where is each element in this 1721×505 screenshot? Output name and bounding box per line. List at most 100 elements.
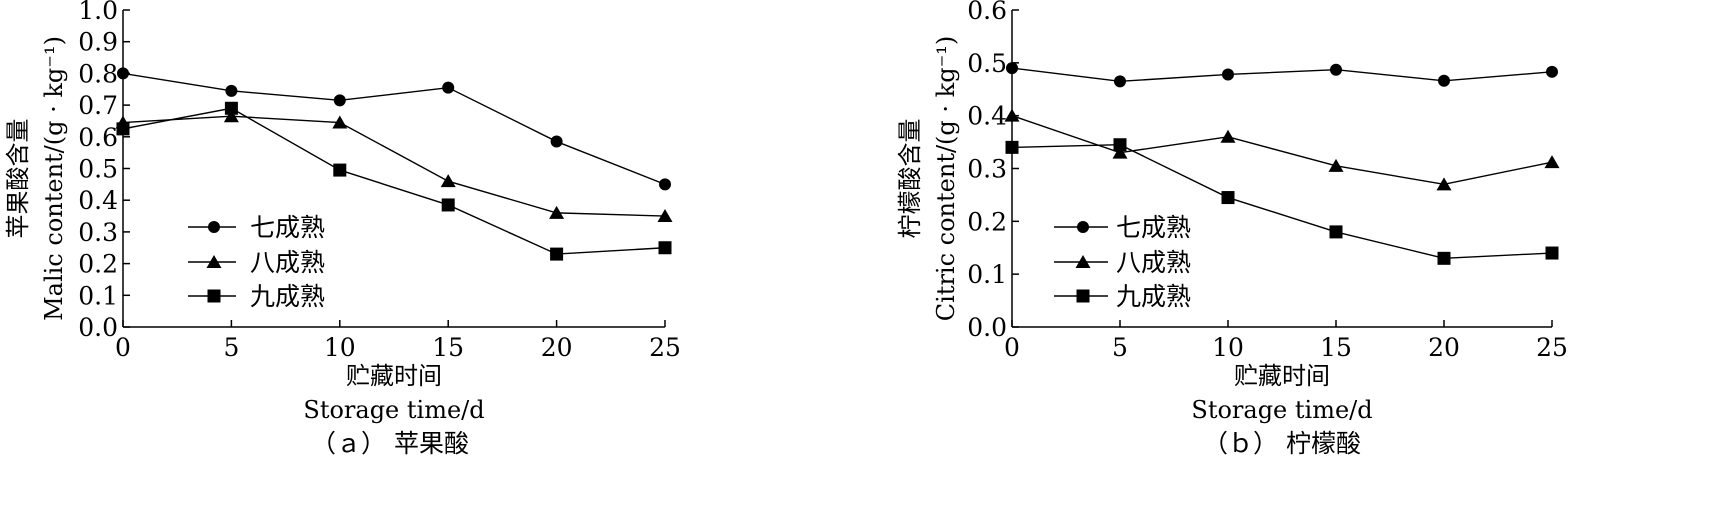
data-point [1546,65,1558,78]
x-tick-label: 25 [1536,333,1568,362]
x-tick-label: 0 [115,333,131,362]
y-tick-label: 0.1 [967,260,1007,289]
y-tick-label: 0.3 [78,218,118,247]
legend-marker [1077,221,1089,233]
legend-entry: 七成熟 [1054,213,1191,242]
y-tick-label: 0.4 [967,102,1007,131]
data-point [1114,75,1126,88]
series-triangle [115,109,673,223]
y-tick-label: 0.6 [78,123,118,152]
data-point [1005,140,1019,154]
y-tick-label: 0.8 [78,59,118,88]
data-point [332,115,348,129]
series-square [116,101,672,261]
series-circle [117,67,671,191]
legend-entry: 八成熟 [1054,248,1191,277]
data-point [1222,68,1234,81]
legend-marker [207,289,221,303]
legend-label: 九成熟 [250,282,325,311]
legend-marker [208,221,220,233]
y-tick-label: 0.1 [78,281,118,310]
x-tick-label: 10 [324,333,356,362]
y-tick-label: 1.0 [78,0,118,25]
data-point [116,122,130,136]
series-line [1011,67,1553,83]
data-point [1544,155,1560,169]
y-axis-title-en: Citric content/(g · kg⁻¹) [932,36,960,321]
x-tick-label: 10 [1212,333,1244,362]
legend-entry: 九成熟 [188,282,325,311]
x-axis-title-cn: 贮藏时间 [1234,362,1330,390]
data-point [550,135,563,148]
data-point [442,81,455,94]
data-point [1221,191,1235,205]
data-point [658,241,672,255]
y-axis-title-cn: 苹果酸含量 [4,119,32,239]
x-tick-label: 15 [432,333,464,362]
legend-label: 八成熟 [1116,248,1191,277]
x-tick-label: 0 [1004,333,1020,362]
y-tick-label: 0.9 [78,28,118,57]
x-axis-title-en: Storage time/d [1191,396,1372,424]
data-point [550,247,564,261]
x-tick-label: 5 [223,333,239,362]
legend-label: 八成熟 [250,248,325,277]
series-triangle [1004,108,1560,191]
data-point [440,174,456,188]
series-circle [1006,62,1558,88]
data-point [1436,177,1452,191]
data-point [1545,246,1559,260]
panel-caption: （ａ） 苹果酸 [311,429,469,458]
x-tick-label: 5 [1112,333,1128,362]
data-point [1330,63,1342,76]
panel-caption: （ｂ） 柠檬酸 [1203,429,1361,458]
data-point [441,198,455,212]
data-point [333,94,346,107]
y-tick-label: 0.0 [78,313,118,342]
data-point [657,209,673,223]
y-tick-label: 0.2 [78,250,118,279]
series-line [1011,144,1553,260]
legend-label: 九成熟 [1116,282,1191,311]
y-axis-title-en: Malic content/(g · kg⁻¹) [40,36,68,321]
data-point [225,84,238,97]
x-tick-label: 20 [541,333,573,362]
data-point [1004,108,1020,122]
legend-marker [1076,289,1090,303]
data-point [1006,62,1018,75]
x-tick-label: 15 [1320,333,1352,362]
data-point [223,109,239,123]
y-tick-label: 0.5 [78,155,118,184]
y-tick-label: 0.3 [967,155,1007,184]
data-point [1112,145,1128,159]
y-tick-label: 0.4 [78,186,118,215]
legend-entry: 八成熟 [188,248,325,277]
y-tick-label: 0.2 [967,207,1007,236]
legend-label: 七成熟 [250,213,325,242]
legend-entry: 七成熟 [188,213,325,242]
series-line [122,72,666,186]
y-tick-label: 0.5 [967,49,1007,78]
y-tick-label: 0.6 [967,0,1007,25]
data-point [1328,158,1344,172]
series-square [1005,138,1559,265]
data-point [1329,225,1343,239]
legend-label: 七成熟 [1116,213,1191,242]
series-line [122,107,666,255]
y-axis-title-cn: 柠檬酸含量 [896,119,924,239]
data-point [1220,129,1236,143]
chart-panel-malic: 0.0 0.10.2 0.3 0.40.5 0.6 0.7 0.80.9 1.0 0 5 10 15 2… [4,0,681,458]
legend-marker [206,255,222,268]
x-tick-label: 25 [649,333,681,362]
chart-panel-citric: 0.0 0.1 0.2 0.3 0.4 0.5 0.6 0 5 10 15 20 25 柠檬酸含量 Citr… [896,0,1568,458]
legend-marker [1075,255,1091,268]
x-axis-title-en: Storage time/d [303,396,484,424]
series-line [1011,115,1553,186]
series-line [122,115,666,217]
data-point [549,205,565,219]
legend-entry: 九成熟 [1054,282,1191,311]
data-point [1437,251,1451,265]
data-point [117,67,129,80]
data-point [333,163,347,177]
